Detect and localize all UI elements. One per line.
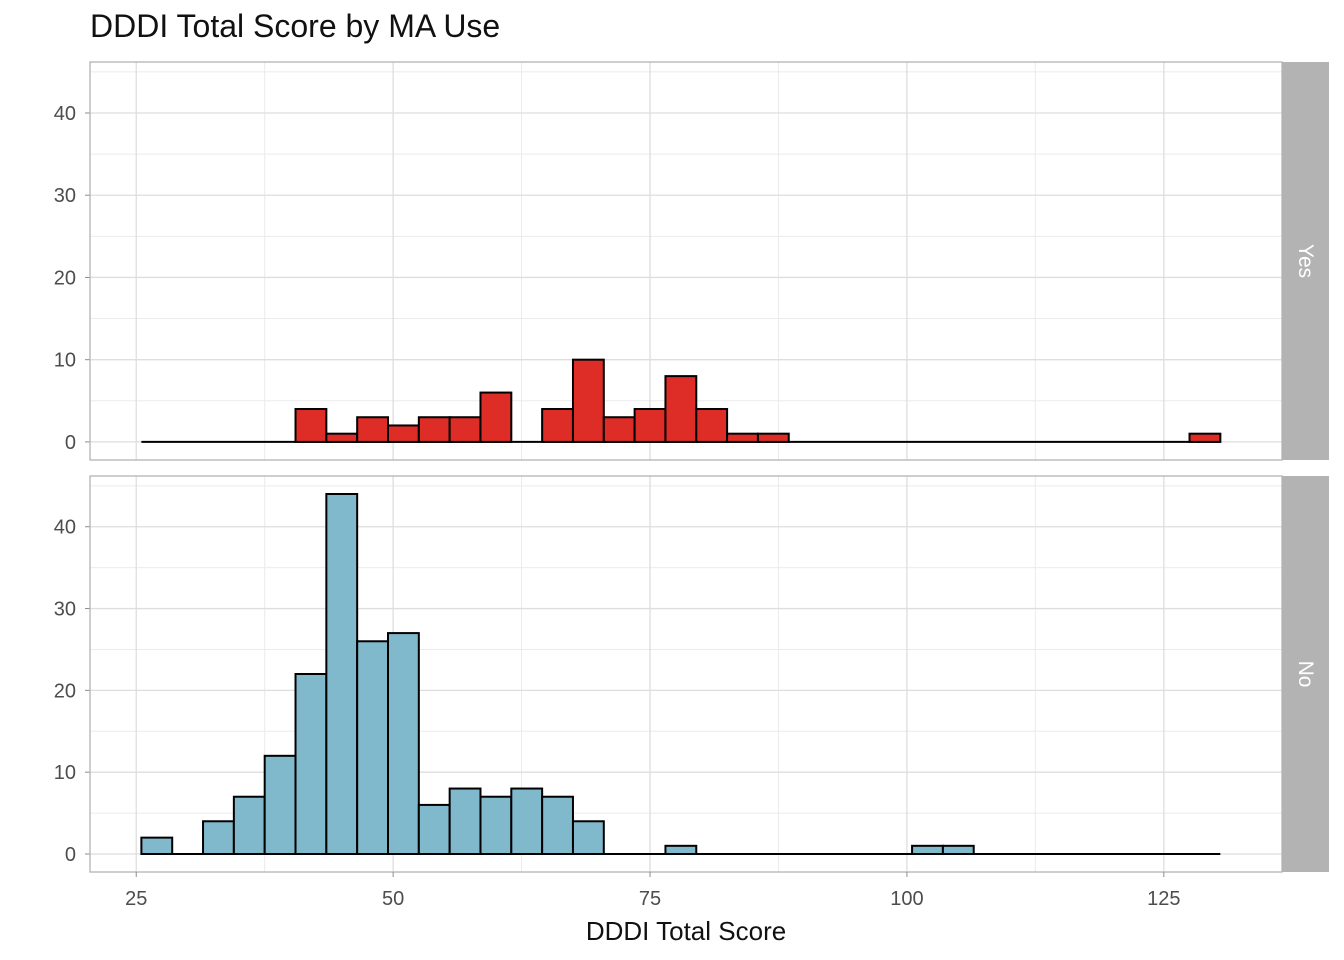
facet-strip-label: Yes [1294,244,1317,278]
histogram-bar [911,844,944,855]
y-tick-label: 20 [54,680,76,702]
facet-strip [1282,62,1329,460]
y-tick-label: 40 [54,517,76,539]
histogram-bar [140,836,174,855]
y-tick-label: 10 [54,350,76,372]
y-tick-label: 30 [54,185,76,207]
facet-strip [1282,476,1329,872]
histogram-bar [325,432,359,443]
x-tick-label: 100 [890,888,923,910]
histogram-bar [756,432,790,443]
histogram-bar [664,375,698,443]
facet-panel-yes: 0 10 20 30 40 Yes [54,61,1329,461]
y-tick-label: 0 [65,844,76,866]
histogram-bar [479,391,513,443]
histogram-bar [387,632,420,855]
histogram-bar [633,408,667,443]
histogram-bar [387,424,420,443]
histogram-bar [602,416,636,443]
facet-strip-label: No [1294,661,1317,688]
x-tick-label: 25 [125,888,147,910]
histogram-bar [356,416,390,443]
x-tick-label: 125 [1147,888,1180,910]
histogram-bar [1188,432,1222,443]
histogram-bar [541,795,574,856]
x-axis-title: DDDI Total Score [586,916,786,946]
histogram-bar [263,754,297,855]
histogram-bar [571,358,605,443]
histogram-bar [232,795,266,856]
histogram-bar [510,787,544,856]
y-tick-label: 40 [54,103,76,125]
histogram-bar [664,844,698,855]
histogram-bar [571,820,605,855]
histogram-bar [294,673,328,855]
histogram-bar [726,432,759,443]
histogram-bar [202,820,235,855]
histogram-bar [695,408,729,443]
x-tick-label: 50 [382,888,404,910]
histogram-bar [417,803,451,856]
y-tick-label: 30 [54,599,76,621]
histogram-bar [479,795,513,856]
histogram-bar [941,844,975,855]
histogram-bar [448,787,482,856]
x-tick-label: 75 [639,888,661,910]
y-tick-label: 10 [54,762,76,784]
facet-panel-no: 0 10 20 30 40 No [54,475,1329,873]
y-tick-label: 20 [54,267,76,289]
histogram-bar [356,640,390,855]
histogram-bar [448,416,482,443]
histogram-bar [417,416,451,443]
histogram-bar [294,408,328,443]
histogram-bar [541,408,574,443]
histogram-bar [325,493,359,855]
chart-title: DDDI Total Score by MA Use [90,8,501,44]
y-tick-label: 0 [65,432,76,454]
